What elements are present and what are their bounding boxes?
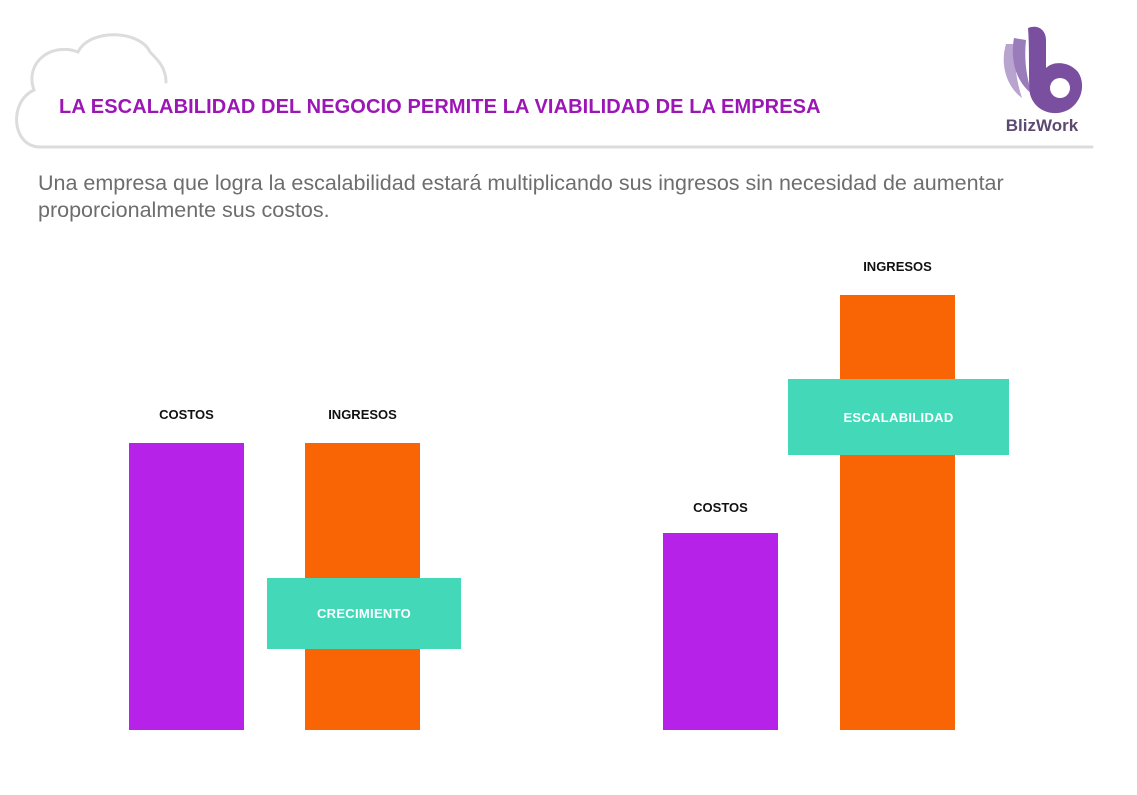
page-title: LA ESCALABILIDAD DEL NEGOCIO PERMITE LA … [59, 96, 821, 118]
ingresos-label: INGRESOS [863, 259, 932, 274]
ingresos-label: INGRESOS [328, 407, 397, 422]
escalabilidad-tag: ESCALABILIDAD [788, 379, 1009, 455]
header-cloud-outline [15, 33, 1094, 149]
blizwork-logo: BlizWork [994, 24, 1090, 139]
logo-text: BlizWork [1005, 116, 1079, 135]
subtitle-text: Una empresa que logra la escalabilidad e… [38, 171, 1004, 222]
costos-bar [663, 533, 778, 730]
crecimiento-tag: CRECIMIENTO [267, 578, 461, 649]
costos-label: COSTOS [693, 500, 748, 515]
costos-bar [129, 443, 244, 730]
ingresos-bar [840, 295, 955, 730]
costos-label: COSTOS [159, 407, 214, 422]
blizwork-logo-icon [1003, 26, 1083, 114]
